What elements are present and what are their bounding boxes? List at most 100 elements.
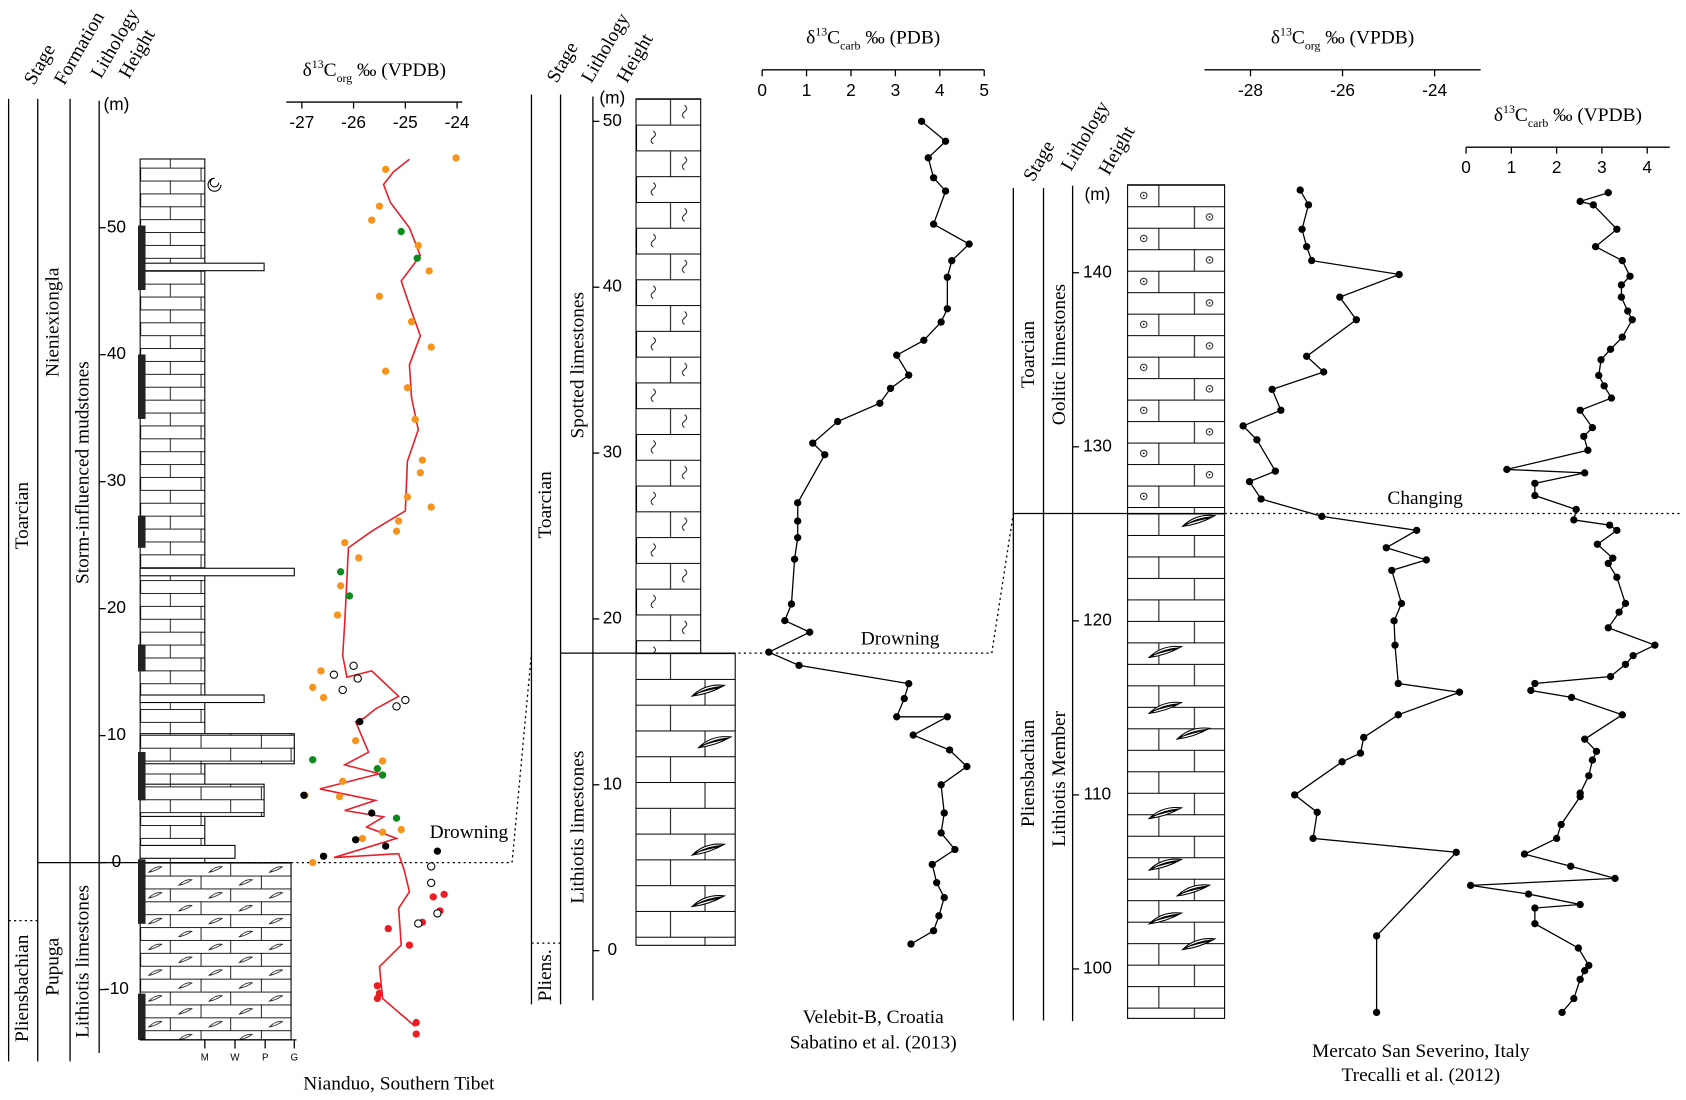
data-point xyxy=(1297,186,1304,193)
texture-label: M xyxy=(201,1053,209,1064)
figure: Stage Formation Lithology Height Toarcia… xyxy=(0,0,1686,1100)
data-point xyxy=(398,826,405,833)
data-point xyxy=(404,493,411,500)
data-point xyxy=(374,982,381,989)
data-point xyxy=(1503,466,1510,473)
velebit-columns xyxy=(531,95,1013,1005)
data-point xyxy=(339,686,346,693)
data-point xyxy=(1584,447,1591,454)
y-axis-unit: (m) xyxy=(599,87,625,107)
data-point xyxy=(1303,243,1310,250)
data-point xyxy=(309,684,316,691)
x-tick-label: 0 xyxy=(1461,157,1471,177)
data-point xyxy=(1272,468,1279,475)
data-point xyxy=(1395,711,1402,718)
data-point xyxy=(1467,882,1474,889)
data-point xyxy=(354,675,361,682)
data-point xyxy=(1303,353,1310,360)
stage-label: Toarcian xyxy=(12,482,33,550)
data-point xyxy=(385,925,392,932)
data-point xyxy=(1360,734,1367,741)
data-point xyxy=(1423,556,1430,563)
data-point xyxy=(359,835,366,842)
data-point xyxy=(1531,920,1538,927)
data-point xyxy=(1601,382,1608,389)
data-point xyxy=(320,853,327,860)
data-point xyxy=(1611,875,1618,882)
x-axis-title-part: 13 xyxy=(815,24,827,38)
x-tick-label: 0 xyxy=(757,80,767,100)
data-point xyxy=(404,384,411,391)
data-point xyxy=(1239,422,1246,429)
y-tick-label: 100 xyxy=(1083,958,1112,978)
data-point xyxy=(1619,333,1626,340)
x-axis-title-part: δ xyxy=(806,28,815,49)
data-point xyxy=(821,451,828,458)
caption: Velebit-B, Croatia xyxy=(803,1007,945,1028)
data-point xyxy=(374,765,381,772)
data-point xyxy=(951,846,958,853)
data-point xyxy=(942,187,949,194)
data-point xyxy=(909,731,916,738)
data-point xyxy=(1575,944,1582,951)
data-point xyxy=(1619,257,1626,264)
data-point xyxy=(440,891,447,898)
data-point xyxy=(1651,642,1658,649)
data-point xyxy=(1373,1009,1380,1016)
x-axis-title-part: C xyxy=(827,28,840,49)
data-point xyxy=(368,216,375,223)
data-point xyxy=(963,763,970,770)
data-point xyxy=(382,166,389,173)
data-point xyxy=(809,439,816,446)
y-tick-label: 10 xyxy=(603,773,622,793)
data-point xyxy=(1253,436,1260,443)
data-point xyxy=(1413,527,1420,534)
data-point xyxy=(414,255,421,262)
data-point xyxy=(413,1019,420,1026)
data-point xyxy=(1305,201,1312,208)
data-point xyxy=(1577,901,1584,908)
y-tick-label: 50 xyxy=(603,110,622,130)
y-tick-label: -10 xyxy=(104,978,129,998)
x-axis-title-part: ‰ (PDB) xyxy=(860,28,940,49)
x-axis-title-part: C xyxy=(1292,28,1305,49)
x-axis-title-part: δ xyxy=(303,60,312,81)
data-point xyxy=(1572,506,1579,513)
data-point xyxy=(1607,346,1614,353)
column-header: Stage xyxy=(1019,138,1059,186)
data-point xyxy=(382,842,389,849)
data-point xyxy=(1309,835,1316,842)
x-axis-title-part: δ xyxy=(1494,106,1503,127)
data-point xyxy=(1570,516,1577,523)
data-point xyxy=(1268,386,1275,393)
data-point xyxy=(393,703,400,710)
data-point xyxy=(1338,758,1345,765)
data-point xyxy=(352,836,359,843)
data-line xyxy=(320,159,420,1026)
x-axis-title: δ13Ccarb ‰ (VPDB) xyxy=(1494,102,1642,130)
x-tick-label: -27 xyxy=(289,112,314,132)
caption: Nianduo, Southern Tibet xyxy=(303,1073,495,1094)
texture-label: P xyxy=(262,1053,268,1064)
formation-label: Pupuga xyxy=(42,937,63,995)
mercato-labels: Stage Lithology Height Toarcian Pliensba… xyxy=(1018,98,1530,1086)
data-point xyxy=(1531,904,1538,911)
data-point xyxy=(1558,821,1565,828)
data-point xyxy=(1320,368,1327,375)
data-point xyxy=(937,781,944,788)
data-point xyxy=(428,879,435,886)
y-tick-label: 140 xyxy=(1083,261,1112,281)
data-point xyxy=(905,680,912,687)
data-point xyxy=(337,568,344,575)
x-axis-title-part: 13 xyxy=(1280,24,1292,38)
data-point xyxy=(941,809,948,816)
data-point xyxy=(346,592,353,599)
x-tick-label: 3 xyxy=(891,80,901,100)
data-point xyxy=(398,228,405,235)
data-point xyxy=(1607,673,1614,680)
y-tick-label: 50 xyxy=(107,216,126,236)
data-point xyxy=(408,318,415,325)
data-point xyxy=(920,337,927,344)
x-tick-label: -24 xyxy=(445,112,470,132)
data-point xyxy=(341,539,348,546)
